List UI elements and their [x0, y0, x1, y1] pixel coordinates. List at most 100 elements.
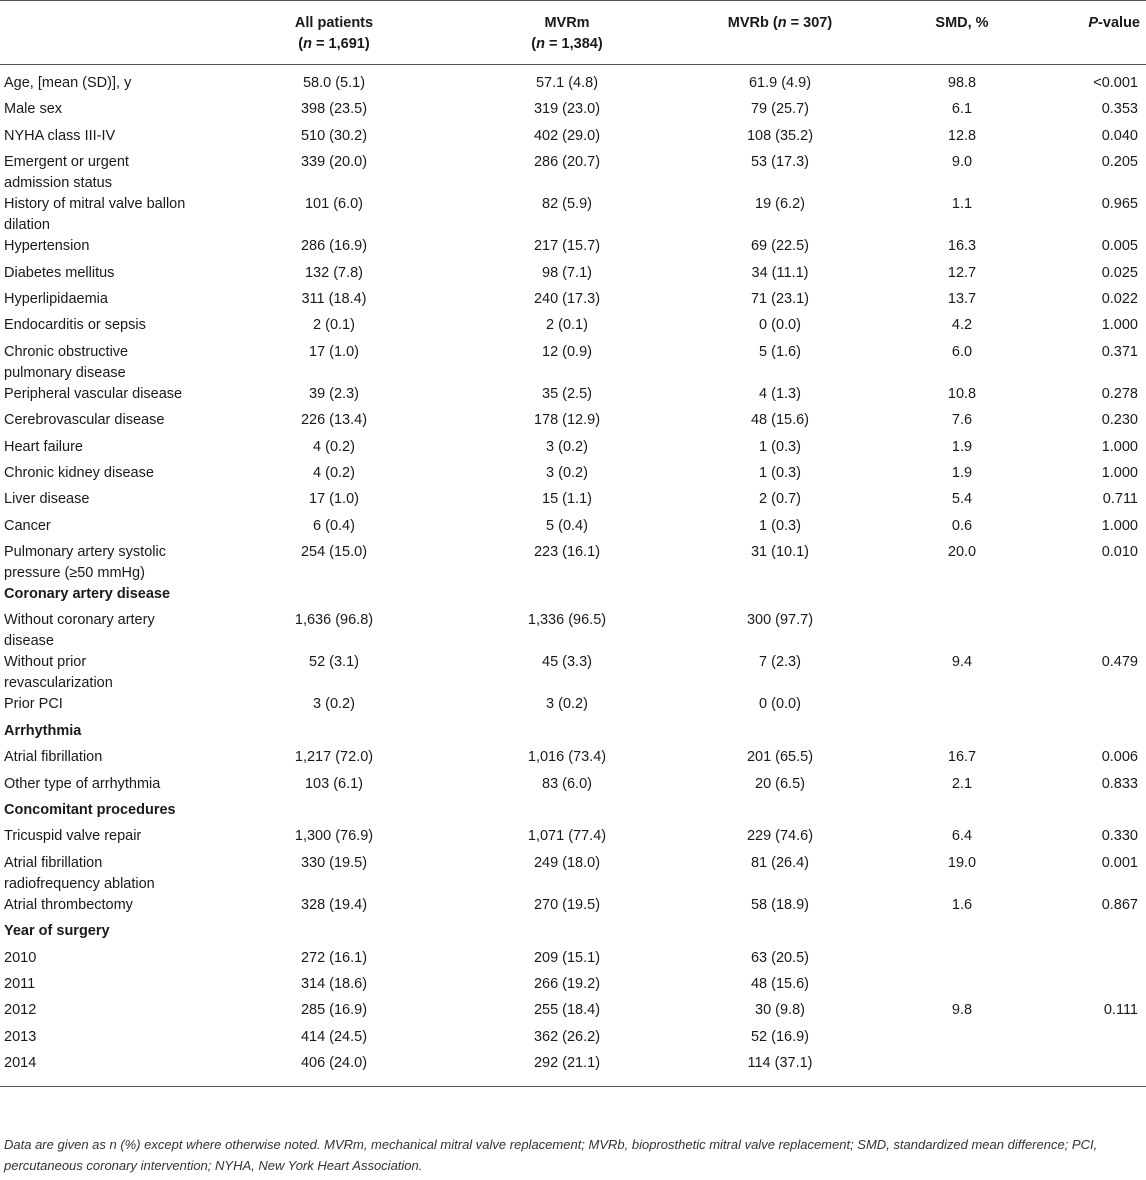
cell-mvrb: 69 (22.5) [750, 238, 810, 255]
table-row: 2012 285 (16.9) 255 (18.4) 30 (9.8) 9.8 0.111 [0, 1000, 1146, 1026]
cell-all-patients [196, 721, 472, 747]
cell-mvrm: 2 (0.1) [546, 317, 588, 334]
cell-all-patients: 52 (3.1) [309, 654, 359, 671]
cell-mvrm: 209 (15.1) [533, 949, 601, 966]
cell-mvrb [662, 584, 898, 610]
cell-all-patients: 339 (20.0) [300, 154, 368, 171]
cell-mvrb: 7 (2.3) [759, 654, 801, 671]
cell-all-patients: 3 (0.2) [313, 696, 355, 713]
header-all-patients-title: All patients [294, 15, 374, 31]
cell-smd: 1.1 [951, 196, 973, 213]
row-label: Without coronary artery disease [4, 612, 155, 650]
cell-smd: 9.0 [951, 154, 973, 171]
header-all-patients: All patients (n = 1,691) [196, 0, 472, 65]
row-label: Atrial thrombectomy [4, 896, 133, 913]
cell-all-patients [196, 584, 472, 610]
row-label: Age, [mean (SD)], y [4, 75, 132, 91]
cell-mvrb: 31 (10.1) [750, 544, 810, 561]
section-row: Year of surgery [0, 921, 1146, 947]
cell-smd: 6.0 [951, 343, 973, 360]
cell-mvrm [472, 721, 662, 747]
cell-mvrb: 79 (25.7) [750, 101, 810, 118]
section-heading: Concomitant procedures [4, 802, 176, 819]
cell-mvrb [662, 921, 898, 947]
header-mvrb: MVRb (n = 307) [662, 0, 898, 65]
cell-all-patients: 2 (0.1) [313, 317, 355, 334]
cell-smd [898, 1027, 1026, 1053]
cell-all-patients: 330 (19.5) [300, 854, 368, 871]
cell-smd [898, 974, 1026, 1000]
cell-mvrm: 270 (19.5) [533, 896, 601, 913]
cell-smd: 98.8 [947, 75, 977, 91]
row-label: NYHA class III-IV [4, 127, 116, 144]
cell-mvrm: 319 (23.0) [533, 101, 601, 118]
row-label: Without prior revascularization [4, 654, 113, 692]
row-label: Endocarditis or sepsis [4, 317, 146, 334]
table-row: Peripheral vascular disease 39 (2.3) 35 (2… [0, 384, 1146, 410]
cell-smd: 12.7 [947, 264, 977, 281]
section-heading: Year of surgery [4, 923, 110, 940]
table-row: Cerebrovascular disease 226 (13.4) 178 (12… [0, 410, 1146, 436]
cell-mvrb: 19 (6.2) [755, 196, 805, 213]
cell-p-value: 0.965 [1101, 196, 1138, 213]
table-row: Atrial fibrillation radiofrequency ablat… [0, 853, 1146, 895]
cell-mvrb: 108 (35.2) [746, 127, 814, 144]
cell-mvrm: 255 (18.4) [533, 1002, 601, 1019]
section-row: Concomitant procedures [0, 800, 1146, 826]
table-row: History of mitral valve ballon dilation 1… [0, 194, 1146, 236]
cell-mvrm: 83 (6.0) [542, 775, 592, 792]
cell-smd: 16.7 [947, 749, 977, 766]
cell-mvrm: 249 (18.0) [533, 854, 601, 871]
cell-all-patients: 4 (0.2) [313, 464, 355, 481]
cell-all-patients [196, 800, 472, 826]
cell-p-value: 1.000 [1101, 438, 1138, 455]
cell-mvrb: 1 (0.3) [759, 438, 801, 455]
row-label: 2014 [0, 1053, 196, 1087]
cell-mvrm: 57.1 (4.8) [535, 75, 599, 91]
cell-smd: 13.7 [947, 290, 977, 307]
cell-all-patients [196, 921, 472, 947]
table-row: Heart failure 4 (0.2) 3 (0.2) 1 (0.3) 1.9 1.0… [0, 437, 1146, 463]
baseline-characteristics-table-container: All patients (n = 1,691) MVRm (n = 1,384… [0, 0, 1146, 1087]
cell-mvrb: 52 (16.9) [750, 1028, 810, 1045]
section-row: Arrhythmia [0, 721, 1146, 747]
cell-all-patients: 4 (0.2) [313, 438, 355, 455]
cell-smd: 16.3 [947, 238, 977, 255]
section-heading: Coronary artery disease [4, 586, 171, 603]
baseline-characteristics-table: All patients (n = 1,691) MVRm (n = 1,384… [0, 0, 1146, 1087]
table-body: Age, [mean (SD)], y 58.0 (5.1) 57.1 (4.8) 6… [0, 65, 1146, 1087]
cell-mvrb: 48 (15.6) [750, 412, 810, 429]
cell-mvrm: 3 (0.2) [546, 696, 588, 713]
cell-all-patients: 286 (16.9) [300, 238, 368, 255]
cell-p-value: 0.230 [1101, 412, 1138, 429]
cell-smd: 20.0 [947, 544, 977, 561]
cell-p-value: 0.479 [1101, 654, 1138, 671]
table-row: Atrial thrombectomy 328 (19.4) 270 (19.5) 5… [0, 895, 1146, 921]
cell-p-value: 0.330 [1101, 828, 1138, 845]
cell-all-patients: 17 (1.0) [309, 491, 359, 508]
row-label: Chronic kidney disease [4, 464, 154, 481]
table-header: All patients (n = 1,691) MVRm (n = 1,384… [0, 0, 1146, 65]
header-p-value: P-value [1026, 0, 1146, 65]
cell-mvrb: 53 (17.3) [750, 154, 810, 171]
cell-p-value: 0.006 [1101, 749, 1138, 766]
cell-mvrm: 223 (16.1) [533, 544, 601, 561]
cell-mvrm: 12 (0.9) [542, 343, 592, 360]
cell-all-patients: 328 (19.4) [300, 896, 368, 913]
header-characteristic [0, 0, 196, 65]
cell-mvrb: 1 (0.3) [759, 517, 801, 534]
cell-mvrb: 0 (0.0) [759, 696, 801, 713]
cell-mvrm: 1,336 (96.5) [527, 612, 607, 629]
cell-mvrm: 5 (0.4) [546, 517, 588, 534]
cell-mvrm [472, 800, 662, 826]
cell-mvrm: 266 (19.2) [533, 975, 601, 992]
header-mvrm: MVRm (n = 1,384) [472, 0, 662, 65]
cell-smd: 1.9 [951, 464, 973, 481]
cell-p-value: 0.010 [1101, 544, 1138, 561]
cell-mvrb: 201 (65.5) [746, 749, 814, 766]
cell-p-value: <0.001 [1093, 75, 1138, 91]
cell-mvrm: 1,016 (73.4) [527, 749, 607, 766]
row-label: Heart failure [4, 438, 83, 455]
cell-mvrm: 362 (26.2) [533, 1028, 601, 1045]
cell-p-value: 1.000 [1101, 517, 1138, 534]
